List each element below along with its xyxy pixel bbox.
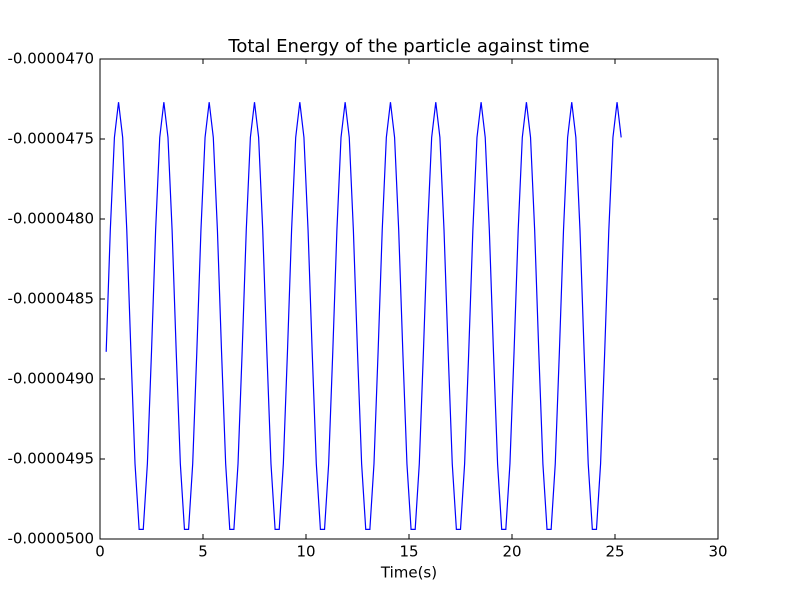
x-axis-label: Time(s): [380, 564, 437, 582]
x-tick-label: 10: [296, 543, 315, 561]
x-tick-label: 15: [399, 543, 418, 561]
y-tick-label: -0.0000470: [7, 50, 94, 68]
y-tick-label: -0.0000495: [7, 450, 94, 468]
plot-frame: [99, 58, 719, 540]
x-tick-label: 0: [95, 543, 105, 561]
x-tick-label: 30: [708, 543, 727, 561]
y-tick-label: -0.0000480: [7, 210, 94, 228]
x-tick-label: 25: [605, 543, 624, 561]
y-tick-label: -0.0000475: [7, 130, 94, 148]
y-tick-label: -0.0000500: [7, 530, 94, 548]
x-tick-label: 20: [502, 543, 521, 561]
y-tick-label: -0.0000490: [7, 370, 94, 388]
x-tick-label: 5: [198, 543, 208, 561]
data-line: [105, 102, 622, 530]
chart-title: Total Energy of the particle against tim…: [227, 36, 589, 57]
y-tick-label: -0.0000485: [7, 290, 94, 308]
